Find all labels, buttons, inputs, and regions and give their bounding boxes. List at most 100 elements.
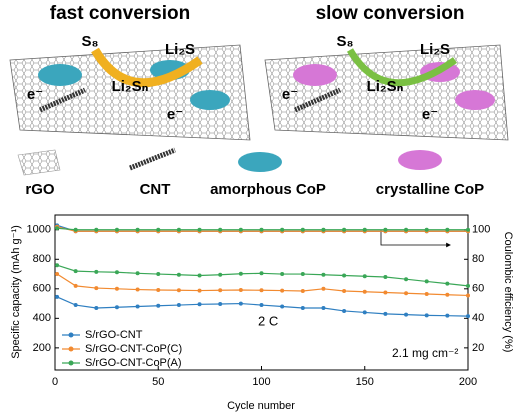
point <box>424 227 429 232</box>
point <box>55 272 60 277</box>
point <box>197 302 202 307</box>
legend-label: S/rGO-CNT-CoP(C) <box>85 343 182 355</box>
point <box>321 306 326 310</box>
point <box>238 271 243 276</box>
chart: Cycle number Specific capacity (mAh g⁻¹)… <box>10 214 514 412</box>
cnt <box>38 87 87 113</box>
point <box>280 304 285 309</box>
point <box>424 279 429 284</box>
y2-tick-label: 20 <box>472 342 484 354</box>
label: S₈ <box>336 33 353 50</box>
point <box>176 303 181 308</box>
rgo-icon <box>17 149 61 176</box>
point <box>466 314 470 319</box>
point <box>404 312 409 317</box>
point <box>280 227 285 232</box>
point <box>321 272 326 277</box>
legend-label: S/rGO-CNT-CoP(A) <box>85 357 182 369</box>
amorphous-cop <box>190 90 230 110</box>
crystalline-cop <box>455 90 495 110</box>
point <box>280 272 285 277</box>
annotation: 2.1 mg cm⁻² <box>392 346 458 360</box>
point <box>156 227 161 232</box>
label: e⁻ <box>422 106 438 123</box>
point <box>94 269 99 274</box>
point <box>342 273 347 278</box>
point <box>259 227 264 232</box>
point <box>135 227 140 232</box>
x-tick-label: 50 <box>152 376 164 388</box>
crystalline-cop <box>293 64 337 86</box>
point <box>259 271 264 276</box>
point <box>73 269 78 274</box>
point <box>218 288 223 293</box>
label: e⁻ <box>167 106 183 123</box>
crystalline-icon <box>398 150 442 170</box>
point <box>342 308 347 313</box>
point <box>55 263 60 268</box>
y-tick-label: 1000 <box>27 224 51 236</box>
label: Li₂Sₙ <box>367 78 404 95</box>
point <box>55 226 60 231</box>
y2-tick-label: 60 <box>472 283 484 295</box>
point <box>300 306 305 310</box>
point <box>238 227 243 232</box>
y2-axis-label: Coulombic efficiency (%) <box>502 232 514 353</box>
point <box>259 303 264 308</box>
point <box>114 305 119 310</box>
point <box>383 290 388 295</box>
point <box>94 286 99 291</box>
y-tick-label: 800 <box>33 253 51 265</box>
point <box>321 227 326 232</box>
legend-label: amorphous CoP <box>210 181 326 198</box>
y-tick-label: 400 <box>33 312 51 324</box>
point <box>218 302 223 307</box>
point <box>424 313 429 318</box>
point <box>176 288 181 293</box>
label: e⁻ <box>27 86 43 103</box>
legend-marker <box>68 332 74 338</box>
point <box>404 277 409 282</box>
point <box>259 288 264 293</box>
x-tick-label: 200 <box>459 376 477 388</box>
cnt <box>293 87 342 113</box>
point <box>73 227 78 232</box>
point <box>466 283 470 288</box>
point <box>445 281 450 286</box>
legend-label: crystalline CoP <box>376 181 484 198</box>
point <box>197 227 202 232</box>
point <box>55 294 60 299</box>
point <box>114 270 119 275</box>
point <box>73 283 78 288</box>
point <box>321 286 326 291</box>
point <box>362 310 367 315</box>
point <box>362 289 367 294</box>
slow-arrow <box>346 48 458 87</box>
amorphous-cop <box>38 64 82 86</box>
schematic: fast conversion slow conversion S₈ Li₂S … <box>9 3 509 198</box>
x-tick-label: 100 <box>252 376 270 388</box>
point <box>73 303 78 308</box>
panel-title: slow conversion <box>316 3 465 24</box>
point <box>156 287 161 292</box>
legend-marker <box>68 360 74 366</box>
point <box>466 293 470 298</box>
point <box>114 227 119 232</box>
panel-title: fast conversion <box>50 3 190 24</box>
y2-tick-label: 80 <box>472 253 484 265</box>
point <box>176 272 181 277</box>
point <box>445 227 450 232</box>
fast-arrow <box>91 47 203 88</box>
annotation: 2 C <box>258 313 278 328</box>
axis-arrow <box>380 230 451 248</box>
series-line <box>56 264 469 287</box>
point <box>342 227 347 232</box>
point <box>383 227 388 232</box>
y-tick-label: 200 <box>33 342 51 354</box>
point <box>404 227 409 232</box>
point <box>280 288 285 293</box>
point <box>197 273 202 278</box>
y2-tick-label: 40 <box>472 312 484 324</box>
